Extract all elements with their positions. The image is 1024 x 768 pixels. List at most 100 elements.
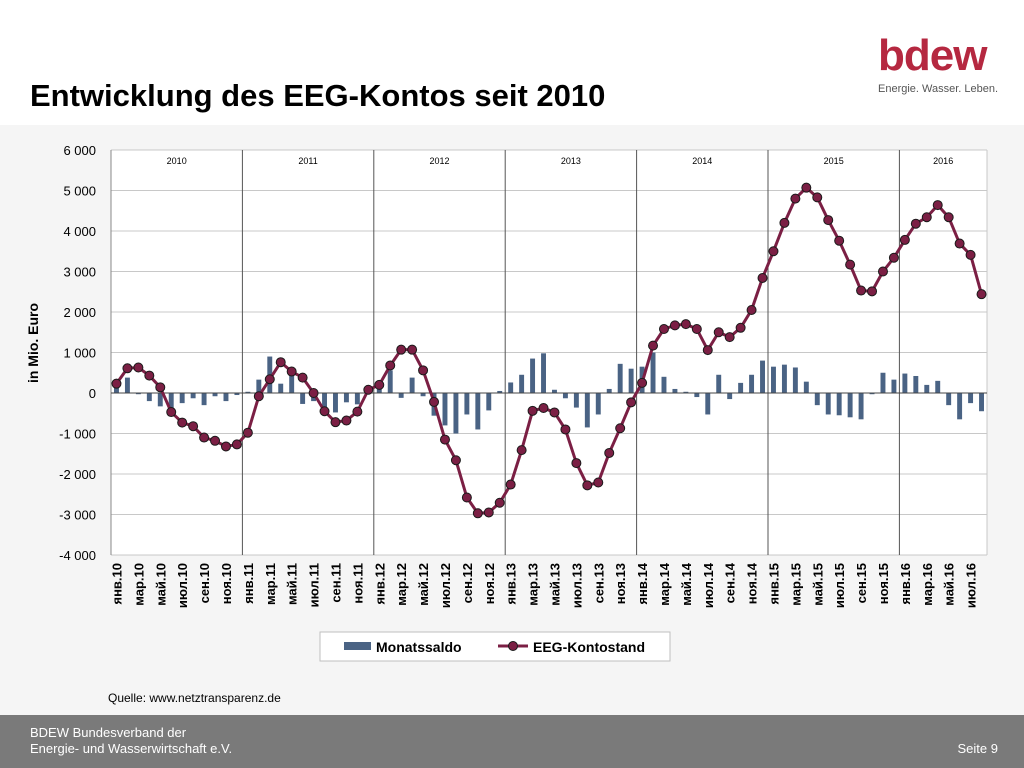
bar-monatssaldo (595, 393, 601, 415)
bar-monatssaldo (891, 379, 897, 393)
x-tick-label: янв.13 (504, 563, 519, 605)
bar-monatssaldo (354, 393, 360, 405)
x-tick-label: сен.15 (854, 563, 869, 603)
point-kontostand (133, 362, 144, 373)
x-tick-label: мар.15 (788, 563, 803, 606)
point-kontostand (932, 200, 943, 211)
point-kontostand (549, 407, 560, 418)
x-tick-label: май.13 (547, 563, 562, 606)
y-tick-label: -1 000 (59, 427, 96, 442)
bar-monatssaldo (212, 393, 218, 397)
point-kontostand (823, 215, 834, 226)
point-kontostand (505, 479, 516, 490)
y-tick-label: -3 000 (59, 508, 96, 523)
x-tick-label: мар.11 (263, 563, 278, 605)
point-kontostand (297, 372, 308, 383)
x-tick-label: мар.12 (394, 563, 409, 606)
point-kontostand (231, 439, 242, 450)
y-axis-label: in Mio. Euro (25, 303, 41, 383)
point-kontostand (385, 360, 396, 371)
point-kontostand (177, 417, 188, 428)
footer-org-line2: Energie- und Wasserwirtschaft e.V. (30, 741, 233, 756)
bar-monatssaldo (672, 388, 678, 393)
bar-monatssaldo (124, 377, 130, 393)
bdew-logo: bdew Energie. Wasser. Leben. (878, 34, 1000, 100)
bar-monatssaldo (617, 363, 623, 393)
year-separators: 2010 2011 2012 2013 2014 2015 2016 (167, 150, 953, 555)
x-tick-label: мар.10 (131, 563, 146, 606)
x-tick-label: ноя.13 (613, 563, 628, 604)
eeg-account-chart: 2010 2011 2012 2013 2014 2015 2016 6 000 5 000 4… (25, 143, 988, 662)
point-kontostand (319, 406, 330, 417)
point-kontostand (899, 234, 910, 245)
bar-monatssaldo (530, 358, 536, 393)
x-tick-label: янв.12 (372, 563, 387, 605)
x-tick-label: мар.14 (657, 562, 672, 605)
y-axis-ticks: 6 000 5 000 4 000 3 000 2 000 1 000 0 -1 000 -2 … (59, 143, 96, 563)
bar-monatssaldo (650, 352, 656, 393)
bar-monatssaldo (979, 393, 984, 412)
bar-monatssaldo (256, 379, 262, 393)
x-tick-label: май.10 (153, 563, 168, 606)
bar-monatssaldo (727, 393, 733, 400)
bar-monatssaldo (168, 393, 174, 411)
point-kontostand (461, 492, 472, 503)
legend-kontostand-label: EEG-Kontostand (533, 639, 645, 655)
point-kontostand (210, 435, 221, 446)
bar-monatssaldo (749, 374, 755, 393)
x-tick-label: июл.16 (964, 563, 979, 608)
bar-monatssaldo (453, 393, 459, 434)
point-kontostand (626, 397, 637, 408)
point-kontostand (713, 327, 724, 338)
x-tick-label: июл.15 (832, 563, 847, 608)
x-tick-label: сен.13 (591, 563, 606, 603)
point-kontostand (571, 458, 582, 469)
x-tick-label: июл.14 (701, 562, 716, 608)
x-tick-label: ноя.10 (219, 563, 234, 604)
source-note: Quelle: www.netztransparenz.de (108, 691, 281, 705)
bar-monatssaldo (409, 377, 415, 393)
kontostand-line (111, 182, 987, 519)
x-tick-label: май.11 (285, 563, 300, 605)
point-kontostand (199, 432, 210, 443)
year-label: 2013 (561, 156, 581, 166)
point-kontostand (188, 421, 199, 432)
point-kontostand (122, 363, 133, 374)
bar-monatssaldo (442, 393, 448, 426)
bar-monatssaldo (584, 393, 590, 428)
point-kontostand (396, 344, 407, 355)
bar-monatssaldo (114, 386, 119, 393)
point-kontostand (691, 324, 702, 335)
bar-monatssaldo (968, 393, 974, 404)
point-kontostand (111, 378, 122, 389)
legend-monatssaldo-swatch (344, 642, 371, 650)
bar-monatssaldo (508, 382, 514, 393)
y-tick-label: 5 000 (63, 184, 96, 199)
point-kontostand (757, 272, 768, 283)
bar-monatssaldo (322, 393, 327, 409)
bar-monatssaldo (157, 393, 163, 407)
bar-monatssaldo (333, 393, 338, 413)
point-kontostand (429, 396, 440, 407)
bar-monatssaldo (946, 393, 952, 406)
point-kontostand (275, 357, 286, 368)
bar-monatssaldo (234, 393, 240, 396)
bar-monatssaldo (420, 393, 426, 397)
year-label: 2012 (429, 156, 449, 166)
bar-monatssaldo (902, 373, 908, 393)
bar-monatssaldo (858, 393, 864, 420)
x-tick-label: янв.11 (241, 563, 256, 604)
legend-kontostand-marker (508, 641, 518, 651)
y-tick-label: 6 000 (63, 143, 96, 158)
bar-monatssaldo (836, 393, 842, 416)
point-kontostand (341, 415, 352, 426)
bar-monatssaldo (957, 393, 963, 420)
x-tick-label: янв.16 (898, 563, 913, 605)
point-kontostand (527, 405, 538, 416)
x-tick-label: июл.10 (175, 563, 190, 608)
bar-monatssaldo (541, 353, 546, 393)
bar-monatssaldo (705, 393, 711, 415)
point-kontostand (976, 289, 987, 300)
bar-monatssaldo (497, 390, 503, 393)
bar-monatssaldo (190, 393, 196, 399)
